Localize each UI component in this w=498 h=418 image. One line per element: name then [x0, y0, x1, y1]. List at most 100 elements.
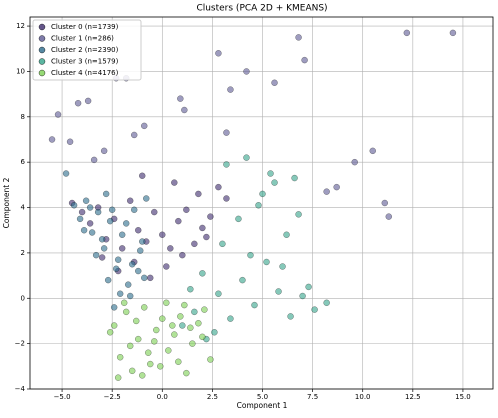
scatter-point: [112, 265, 120, 272]
scatter-point: [159, 231, 166, 238]
scatter-point: [199, 270, 206, 277]
scatter-point: [80, 227, 88, 234]
scatter-point: [171, 331, 178, 338]
scatter-point: [118, 231, 126, 238]
legend-box: [32, 19, 142, 81]
scatter-point: [129, 367, 136, 375]
scatter-point: [223, 195, 230, 202]
chart-title: Clusters (PCA 2D + KMEANS): [196, 4, 327, 14]
legend-marker: [38, 69, 46, 77]
scatter-point: [263, 258, 270, 266]
scatter-point: [301, 56, 308, 64]
scatter-point: [167, 245, 174, 252]
scatter-point: [165, 347, 172, 354]
scatter-point: [100, 245, 108, 252]
scatter-point: [141, 122, 148, 130]
scatter-point: [127, 342, 134, 350]
y-tick-label: 8: [21, 113, 25, 121]
scatter-point: [123, 308, 130, 316]
legend: Cluster 0 (n=1739) Cluster 1 (n=286) Clust…: [32, 19, 142, 81]
scatter-point: [76, 215, 84, 223]
scatter-point: [163, 299, 170, 307]
scatter-point: [175, 358, 182, 365]
scatter-point: [74, 99, 82, 107]
scatter-point: [187, 285, 194, 293]
plot-frame: [29, 16, 494, 390]
scatter-point: [131, 131, 138, 139]
scatter-point: [78, 208, 86, 216]
scatter-point: [177, 95, 184, 102]
scatter-point: [143, 195, 150, 202]
x-axis-label: Component 1: [237, 401, 288, 410]
scatter-point: [403, 29, 411, 37]
legend-marker: [38, 35, 46, 42]
scatter-point: [147, 360, 154, 368]
scatter-point: [207, 356, 214, 363]
x-tick-label: 15.0: [455, 393, 471, 401]
scatter-point: [102, 190, 110, 198]
scatter-point: [243, 154, 250, 161]
scatter-point: [90, 156, 98, 164]
legend-marker: [38, 23, 46, 31]
scatter-point: [283, 231, 290, 238]
scatter-point: [275, 288, 282, 295]
scatter-point: [139, 238, 146, 245]
scatter-point: [251, 301, 258, 309]
scatter-point: [223, 161, 230, 168]
scatter-point: [299, 292, 306, 300]
scatter-point: [139, 172, 146, 179]
scatter-point: [449, 29, 457, 37]
scatter-point: [123, 220, 130, 227]
scatter-point: [177, 313, 184, 320]
scatter-point: [215, 183, 222, 191]
y-tick-label: −2: [15, 340, 25, 348]
scatter-point: [195, 320, 202, 327]
scatter-point: [135, 335, 142, 343]
scatter-point: [88, 229, 96, 236]
scatter-point: [195, 190, 202, 198]
scatter-point: [135, 227, 142, 234]
scatter-point: [141, 304, 148, 311]
scatter-point: [203, 233, 210, 241]
y-axis-label: Component 2: [2, 177, 11, 228]
scatter-point: [199, 333, 206, 341]
x-tick-label: 10.0: [355, 393, 371, 401]
scatter-point: [106, 217, 114, 225]
scatter-point: [86, 204, 94, 211]
y-tick-label: 0: [21, 294, 25, 302]
scatter-point: [183, 369, 190, 377]
scatter-point: [114, 374, 122, 381]
x-tick-label: 2.5: [207, 393, 218, 401]
scatter-point: [151, 338, 158, 345]
scatter-point: [159, 315, 166, 322]
scatter-point: [131, 206, 138, 214]
scatter-point: [98, 236, 106, 243]
legend-label: Cluster 4 (n=4176): [51, 69, 119, 77]
scatter-point: [311, 306, 318, 313]
scatter-point: [84, 97, 92, 105]
scatter-point: [187, 324, 194, 331]
scatter-point: [86, 220, 94, 227]
scatter-point: [100, 147, 108, 155]
scatter-point: [215, 50, 222, 57]
legend-marker: [38, 58, 46, 65]
scatter-point: [179, 251, 186, 259]
scatter-point: [169, 322, 176, 329]
scatter-point: [171, 179, 178, 186]
y-tick-label: 12: [16, 22, 25, 30]
y-tick-label: 10: [16, 67, 25, 75]
scatter-point: [141, 274, 148, 282]
scatter-point: [191, 240, 198, 248]
scatter-point: [116, 354, 124, 361]
scatter-point: [385, 213, 392, 220]
scatter-point: [133, 317, 140, 325]
scatter-point: [235, 215, 242, 223]
scatter-point: [181, 106, 188, 114]
x-tick-label: 5.0: [257, 393, 268, 401]
scatter-point: [199, 224, 206, 232]
scatter-point: [211, 329, 218, 336]
scatter-point: [255, 202, 262, 209]
scatter-point: [201, 306, 208, 313]
scatter-point: [287, 313, 294, 320]
scatter-point: [191, 308, 198, 316]
